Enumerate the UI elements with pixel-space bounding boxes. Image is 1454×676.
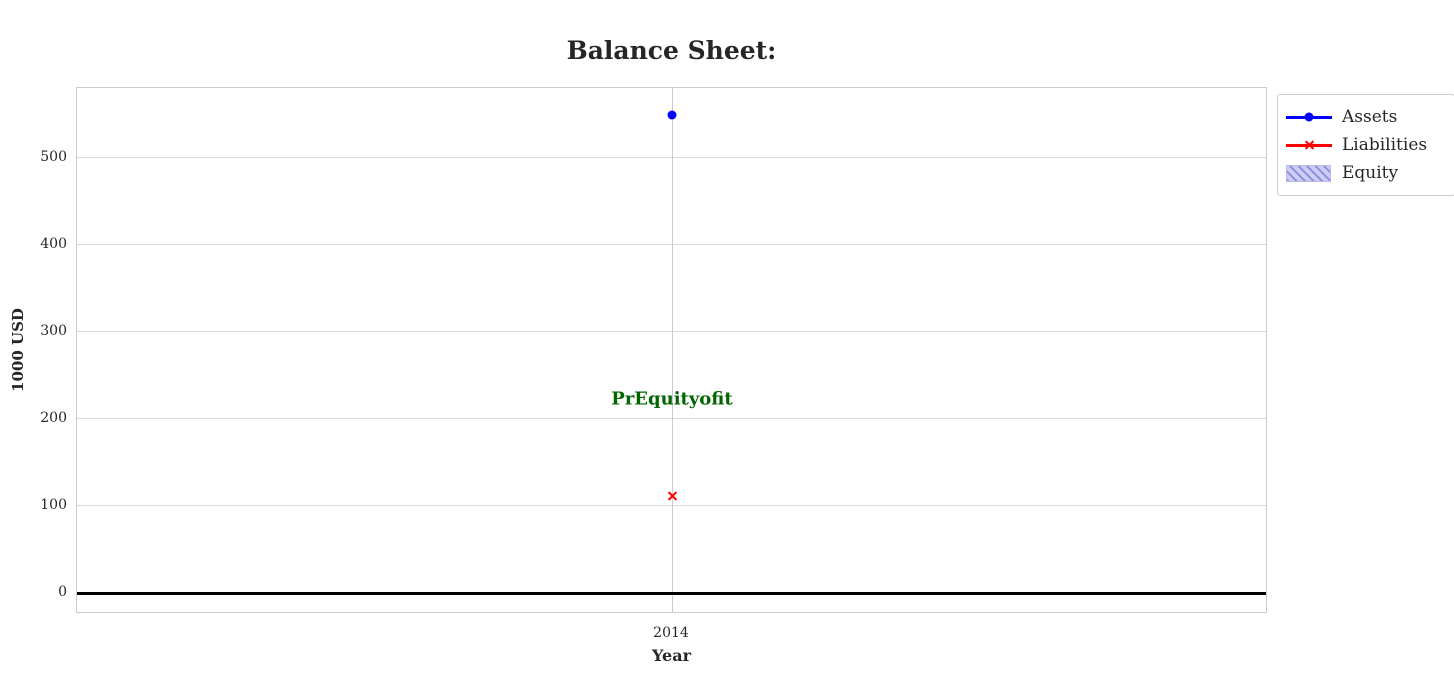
- x-tick-label-2014: 2014: [653, 625, 689, 641]
- y-tick-label-200: 200: [40, 410, 67, 426]
- legend-item-liabilities[interactable]: Liabilities: [1286, 131, 1444, 159]
- gridline-y-100: [77, 505, 1266, 506]
- y-axis-ticks: 0 100 200 300 400 500: [0, 0, 67, 676]
- data-point-assets-2014[interactable]: [667, 110, 677, 120]
- legend-label-liabilities: Liabilities: [1342, 135, 1428, 155]
- gridline-x-2014: [672, 88, 673, 612]
- y-tick-label-0: 0: [58, 584, 67, 600]
- y-tick-label-300: 300: [40, 323, 67, 339]
- legend-label-equity: Equity: [1342, 163, 1399, 183]
- plot-area: PrEquityofit: [76, 87, 1267, 613]
- legend-key-assets-icon: [1286, 107, 1332, 127]
- legend-key-equity-icon: [1286, 163, 1332, 183]
- data-point-liabilities-2014[interactable]: [667, 491, 678, 502]
- gridline-y-400: [77, 244, 1266, 245]
- gridline-y-300: [77, 331, 1266, 332]
- legend-key-liabilities-icon: [1286, 135, 1332, 155]
- legend-item-equity[interactable]: Equity: [1286, 159, 1444, 187]
- chart-title-line-1: Balance Sheet:: [566, 36, 777, 65]
- y-tick-label-100: 100: [40, 497, 67, 513]
- y-tick-label-500: 500: [40, 149, 67, 165]
- legend-item-assets[interactable]: Assets: [1286, 103, 1444, 131]
- gridline-y-200: [77, 418, 1266, 419]
- y-tick-label-400: 400: [40, 236, 67, 252]
- x-axis-label: Year: [651, 646, 691, 665]
- annotation-profit-equity: PrEquityofit: [611, 388, 733, 410]
- legend-label-assets: Assets: [1342, 107, 1398, 127]
- zero-reference-line: [77, 592, 1266, 595]
- chart-legend[interactable]: Assets Liabilities Equity: [1277, 94, 1454, 196]
- gridline-y-500: [77, 157, 1266, 158]
